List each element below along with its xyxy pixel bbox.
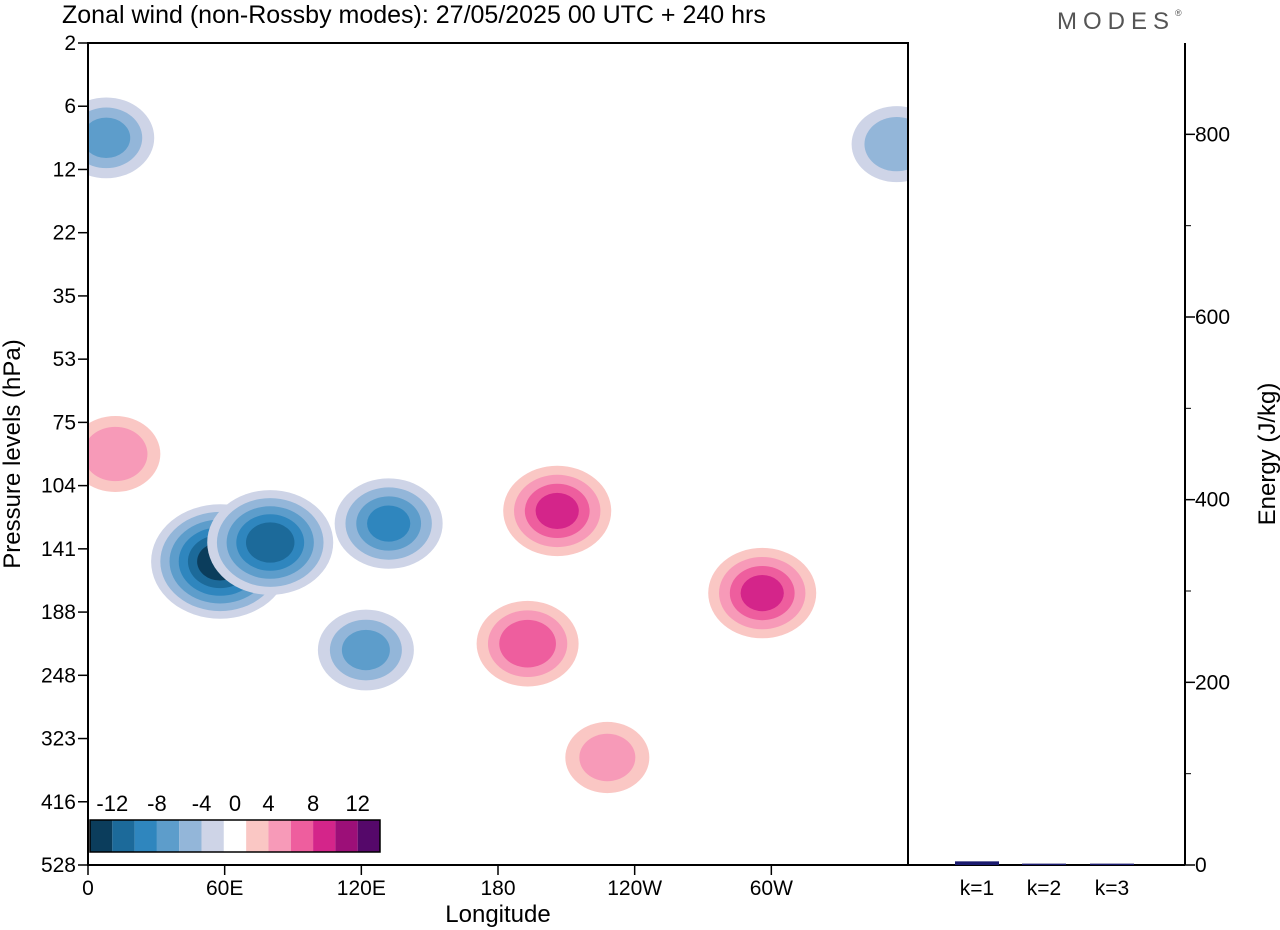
colorbar-swatch [112, 820, 135, 852]
colorbar-label: -8 [147, 791, 167, 816]
energy-bar [955, 861, 999, 865]
colorbar-swatch [357, 820, 380, 852]
contour-band [579, 733, 636, 782]
colorbar-swatch [134, 820, 157, 852]
y-tick-label: 141 [41, 538, 76, 561]
colorbar-frame [89, 819, 381, 853]
x-tick-label: 0 [82, 877, 94, 900]
y-tick-label: 248 [41, 664, 76, 687]
y-tick-label: 188 [41, 601, 76, 624]
contour-band [245, 522, 295, 563]
y-tick-label: 528 [41, 854, 76, 877]
wind-anomaly-feature [88, 97, 155, 179]
colorbar-swatch [179, 820, 202, 852]
colorbar-swatch [201, 820, 224, 852]
contour-band [367, 505, 411, 542]
colorbar-label: 0 [229, 791, 241, 816]
colorbar-swatch [313, 820, 336, 852]
energy-tick-label: 0 [1195, 854, 1207, 877]
wind-anomaly-feature [317, 609, 414, 691]
pressure-axis: 2 6 12 22 35 53 75 104 141 188 248 323 416 528 [41, 32, 88, 877]
wind-anomaly-feature [334, 478, 443, 569]
contour-band [535, 492, 579, 529]
colorbar: -12 -8 -4 0 4 8 12 [89, 791, 381, 853]
heatmap-field [88, 97, 908, 794]
wind-anomaly-feature [503, 465, 612, 557]
energy-category-label: k=3 [1095, 877, 1129, 900]
energy-bars: k=1 k=2 k=3 [955, 861, 1134, 900]
energy-axis: 0 200 400 600 800 [1185, 123, 1230, 877]
colorbar-label: 4 [262, 791, 274, 816]
contour-band [341, 629, 390, 671]
energy-tick-label: 600 [1195, 306, 1230, 329]
energy-axis-label: Energy (J/kg) [1254, 383, 1280, 526]
wind-anomaly-feature [476, 600, 579, 687]
y-tick-label: 53 [53, 348, 76, 371]
colorbar-label: -4 [192, 791, 212, 816]
x-tick-label: 180 [480, 877, 515, 900]
contour-band [88, 426, 148, 482]
colorbar-label: 12 [345, 791, 369, 816]
x-tick-label: 60W [750, 877, 793, 900]
x-axis-label: Longitude [445, 901, 550, 928]
y-tick-label: 6 [64, 95, 76, 118]
colorbar-swatch [290, 820, 314, 852]
energy-tick-label: 400 [1195, 489, 1230, 512]
energy-bar [1022, 863, 1066, 865]
y-tick-label: 22 [53, 222, 76, 245]
longitude-axis: 0 60E 120E 180 120W 60W [82, 865, 793, 900]
energy-tick-label: 800 [1195, 123, 1230, 146]
colorbar-swatch [223, 820, 247, 852]
energy-category-label: k=1 [960, 877, 994, 900]
y-tick-label: 75 [53, 411, 76, 434]
colorbar-label: 8 [307, 791, 319, 816]
energy-category-label: k=2 [1027, 877, 1061, 900]
wind-anomaly-feature [851, 106, 908, 183]
x-tick-label: 120E [337, 877, 386, 900]
y-tick-label: 12 [53, 158, 76, 181]
contour-band [864, 117, 908, 172]
colorbar-swatch [335, 820, 358, 852]
y-tick-label: 104 [41, 475, 76, 498]
wind-anomaly-feature [708, 547, 817, 639]
contour-band [499, 619, 556, 668]
y-tick-label: 35 [53, 285, 76, 308]
energy-tick-label: 200 [1195, 671, 1230, 694]
colorbar-label: -12 [96, 791, 128, 816]
wind-anomaly-feature [207, 490, 334, 595]
wind-anomaly-feature [88, 416, 161, 492]
y-tick-label: 416 [41, 791, 76, 814]
logo-text: MODES [1057, 8, 1176, 35]
wind-anomaly-feature [565, 721, 650, 794]
contour-band [740, 575, 784, 612]
colorbar-swatch [90, 820, 113, 852]
colorbar-swatch [268, 820, 291, 852]
contour-band [88, 117, 131, 159]
x-tick-label: 120W [607, 877, 662, 900]
colorbar-swatch [246, 820, 269, 852]
y-tick-label: 2 [64, 32, 76, 55]
heatmap-frame [87, 42, 909, 866]
y-axis-label: Pressure levels (hPa) [0, 339, 26, 568]
energy-bar [1090, 863, 1134, 865]
modes-logo: MODES® [1057, 8, 1182, 36]
colorbar-swatch [156, 820, 180, 852]
y-tick-label: 323 [41, 728, 76, 751]
chart-title: Zonal wind (non-Rossby modes): 27/05/202… [62, 1, 766, 29]
x-tick-label: 60E [206, 877, 243, 900]
logo-registered-mark: ® [1175, 8, 1182, 18]
